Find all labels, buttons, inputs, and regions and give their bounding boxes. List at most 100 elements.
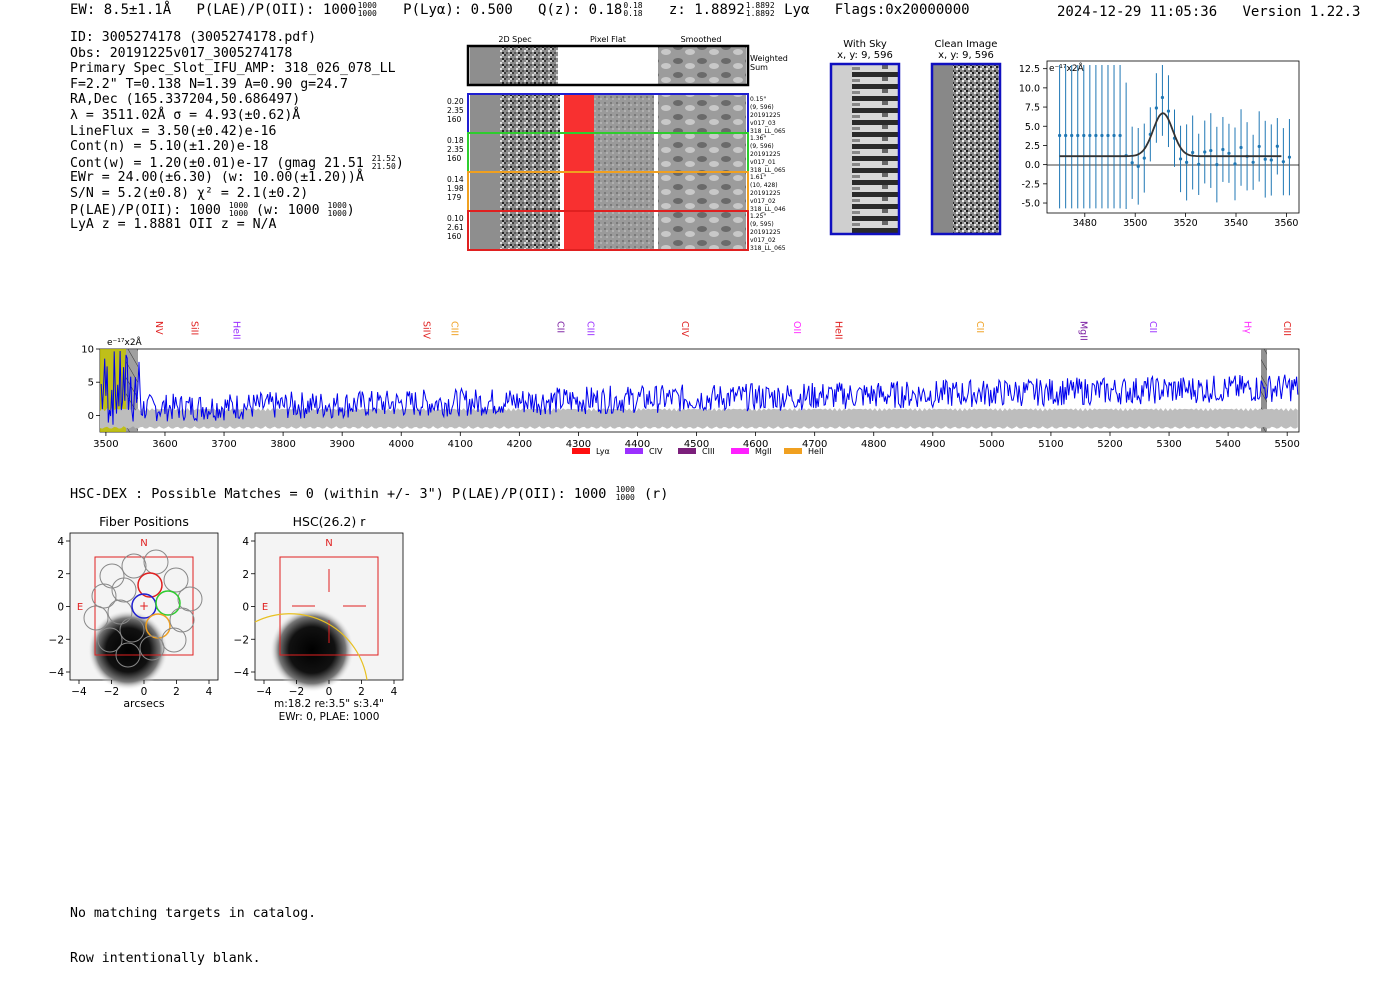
zoom-data-point: [1257, 144, 1261, 149]
emission-line-label: CIII: [584, 321, 595, 336]
zoom-xtick-label: 3480: [1073, 218, 1097, 229]
zoom-data-point: [1106, 133, 1110, 138]
cutout-xtick-label: 0: [141, 686, 148, 698]
zoom-data-point: [1112, 133, 1116, 138]
fiber-row-left-label: 160: [447, 232, 462, 241]
emission-line-label: SiII: [189, 321, 200, 335]
fiber-circle: [163, 567, 189, 593]
fiber-row-right-label: 20191225: [750, 112, 781, 119]
info-contw-row: Cont(w) = 1.20(±0.01)e-17 (gmag 21.51 21…: [70, 154, 404, 171]
cutout-ytick-label: 0: [242, 602, 249, 614]
info-plae-lo: 1000: [228, 208, 249, 218]
header-plae: P(LAE)/P(OII): 1000: [196, 2, 357, 18]
fiber-row-left-label: 179: [447, 193, 462, 202]
fiber-row-right-label: v017_02: [750, 198, 776, 205]
fiber-row-flat-red: [564, 173, 594, 211]
col-header-smoothed: Smoothed: [681, 35, 722, 44]
fiber-circle: [137, 572, 163, 598]
full-xtick-label: 4100: [448, 439, 473, 450]
fiber-row-flat-red: [564, 134, 594, 172]
header-plae-hi: 1000: [357, 1, 377, 10]
fiber-row-flat: [594, 173, 654, 211]
legend-label: Lyα: [596, 447, 610, 456]
header-qz: Q(z): 0.18: [538, 2, 623, 18]
cutout-ytick-label: −4: [49, 667, 65, 679]
col-header-2d-spec: 2D Spec: [498, 35, 531, 44]
fiber-circle: [115, 642, 141, 668]
zoom-data-point: [1058, 133, 1062, 138]
zoom-data-point: [1209, 148, 1213, 153]
header-z-hi: 1.8892: [745, 1, 775, 10]
fiber-row-right-label: 20191225: [750, 229, 781, 236]
zoom-xtick-label: 3500: [1123, 218, 1147, 229]
full-xtick-label: 3700: [211, 439, 236, 450]
legend-swatch: [784, 448, 802, 454]
info-lineflux: LineFlux = 3.50(±0.42)e-16: [70, 123, 277, 139]
cutout-ytick-label: 4: [57, 536, 64, 548]
info-obs: Obs: 20191225v017_3005274178: [70, 45, 293, 61]
zoom-data-point: [1154, 106, 1158, 110]
weighted-label-1: Weighted: [750, 54, 788, 63]
full-xtick-label: 4500: [684, 439, 709, 450]
info-params: F=2.2" T=0.138 N=1.39 A=0.90 g=24.7: [70, 76, 348, 92]
fiber-row-left-label: 0.14: [447, 175, 464, 184]
full-xtick-label: 4200: [507, 439, 532, 450]
fiber-row-smoothed: [658, 95, 746, 133]
full-ytick-label: 0: [88, 411, 94, 422]
col-header-pixel-flat: Pixel Flat: [590, 35, 626, 44]
fiber-row-left-label: 2.35: [447, 106, 464, 115]
cutout1-north: N: [140, 538, 147, 549]
cutout-xtick-label: −2: [289, 686, 304, 698]
cutout-xtick-label: −4: [71, 686, 87, 698]
fiber-circle: [139, 635, 165, 661]
legend-swatch: [572, 448, 590, 454]
cutout-ytick-label: −2: [234, 634, 249, 646]
cutout-xtick-label: 4: [206, 686, 213, 698]
fiber-row-right-label: v017_02: [750, 237, 776, 244]
fiber-row-left-label: 1.98: [447, 184, 464, 193]
info-sn: S/N = 5.2(±0.8) χ² = 2.1(±0.2): [70, 185, 309, 201]
emission-line-label: CIII: [448, 321, 459, 336]
header-line: EW: 8.5±1.1Å P(LAE)/P(OII): 1000 1000 1000…: [70, 1, 970, 19]
emission-line-label: HeII: [832, 321, 843, 340]
zoom-data-point: [1118, 133, 1122, 138]
full-ytick-label: 5: [88, 378, 94, 389]
emission-line-marks: NV SiII HeII SiIV CIII CII CIII CIV OII HeII CII Mg…: [153, 321, 1292, 341]
emission-line-label: Hγ: [1242, 321, 1253, 334]
legend-swatch: [731, 448, 749, 454]
info-block: ID: 3005274178 (3005274178.pdf) Obs: 201…: [70, 30, 404, 233]
fiber-row-left-label: 160: [447, 154, 462, 163]
fiber-row-gap2: [654, 134, 658, 172]
fiber-row-right-label: (10, 428): [750, 182, 778, 189]
fiber-row-right-label: (9, 596): [750, 143, 774, 150]
full-xtick-label: 3900: [329, 439, 354, 450]
clean-image-panel: Clean Image x, y: 9, 596: [930, 39, 1002, 236]
info-plae-w-end: ): [346, 202, 355, 218]
zoom-data-point: [1281, 160, 1285, 164]
zoom-error-bars: [1058, 65, 1292, 209]
header-z: z: 1.8892: [668, 2, 745, 18]
emission-line-label: CIII: [1281, 321, 1292, 336]
zoom-data-point: [1203, 150, 1207, 154]
fiber-row-2dspec: [500, 212, 560, 250]
fiber-row-gap: [560, 173, 564, 211]
header-right: 2024-12-29 11:05:36 Version 1.22.3: [1057, 4, 1360, 20]
zoom-data-point: [1227, 151, 1231, 155]
with-sky-title: With Sky: [843, 39, 887, 50]
emission-line-label: CII: [555, 321, 566, 333]
footer-lines: No matching targets in catalog. Row inte…: [70, 876, 316, 981]
galaxy-blob-1: [88, 610, 168, 690]
full-xtick-label: 4600: [743, 439, 768, 450]
legend-label: CIV: [649, 447, 663, 456]
fiber-row-right-label: 318_LL_046: [750, 206, 786, 213]
fiber-row-left-strip: [470, 95, 500, 133]
cutout2-caption1: m:18.2 re:3.5" s:3.4": [274, 698, 384, 710]
fiber-row-smoothed: [658, 134, 746, 172]
zoom-ytick-label: 7.5: [1025, 103, 1040, 114]
legend-swatch: [678, 448, 696, 454]
fiber-row-gap: [560, 134, 564, 172]
fiber-spec-panel: 2D Spec Pixel Flat Smoothed Weighted Sum…: [447, 35, 788, 252]
spectrum-line: [100, 350, 1299, 425]
